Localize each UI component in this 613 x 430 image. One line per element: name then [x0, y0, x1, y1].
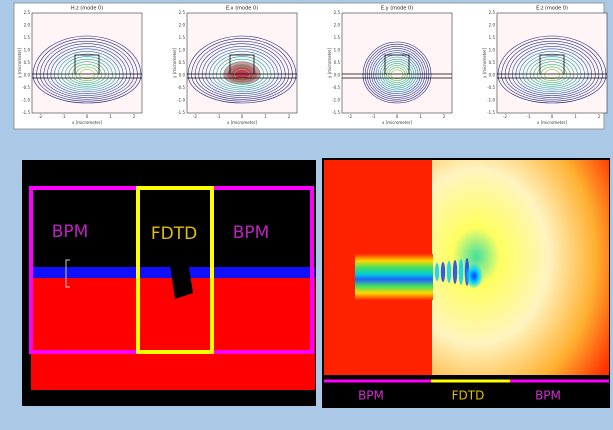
- plot-area: [342, 13, 452, 113]
- x-tick-label: 2: [598, 114, 601, 119]
- y-tick-label: 2.5: [489, 10, 496, 15]
- y-axis-label: y [micrometer]: [327, 48, 332, 78]
- y-tick-label: 0.0: [334, 73, 341, 78]
- y-tick-label: 1.5: [334, 35, 341, 40]
- y-tick-label: 0.0: [489, 73, 496, 78]
- y-tick-label: -0.5: [177, 85, 185, 90]
- x-axis-label: x [micrometer]: [227, 120, 257, 125]
- plot-title: E.x (mode 0): [226, 6, 258, 12]
- y-tick-label: -0.5: [487, 85, 495, 90]
- y-tick-label: 2.0: [334, 23, 341, 28]
- fringe: [459, 259, 463, 285]
- y-axis-label: y [micrometer]: [482, 48, 487, 78]
- bpm-label: BPM: [52, 222, 89, 242]
- y-tick-label: 1.0: [179, 48, 186, 53]
- bpm-label: BPM: [358, 389, 384, 403]
- fdtd-label: FDTD: [151, 224, 197, 244]
- x-tick-label: -2: [38, 114, 42, 119]
- field-image: BPM FDTD BPM: [322, 158, 610, 408]
- guided-mode: [355, 254, 433, 300]
- y-tick-label: 0.0: [179, 73, 186, 78]
- y-tick-label: 1.0: [489, 48, 496, 53]
- fringe: [441, 262, 445, 282]
- x-tick-label: 2: [443, 114, 446, 119]
- y-tick-label: 0.5: [334, 60, 341, 65]
- y-tick-label: -1.5: [177, 110, 185, 115]
- y-tick-label: 0.5: [489, 60, 496, 65]
- y-tick-label: 2.5: [334, 10, 341, 15]
- y-tick-label: -1.5: [22, 110, 30, 115]
- y-tick-label: 1.0: [334, 48, 341, 53]
- plot-area: [32, 13, 142, 113]
- x-tick-label: 1: [419, 114, 422, 119]
- y-tick-label: -0.5: [22, 85, 30, 90]
- y-tick-label: 2.0: [24, 23, 31, 28]
- y-tick-label: -0.5: [332, 85, 340, 90]
- x-tick-label: -1: [372, 114, 376, 119]
- y-tick-label: 2.5: [179, 10, 186, 15]
- fdtd-label: FDTD: [452, 389, 485, 403]
- x-tick-label: 1: [109, 114, 112, 119]
- x-tick-label: 0: [86, 114, 89, 119]
- hot-spot: [465, 263, 483, 289]
- y-tick-label: -1.5: [332, 110, 340, 115]
- bpm-fdtd-diagram: BPM FDTD BPM: [22, 160, 316, 406]
- x-tick-label: -1: [62, 114, 66, 119]
- x-tick-label: -1: [527, 114, 531, 119]
- plot-area: [497, 13, 607, 113]
- fringe: [453, 260, 457, 284]
- y-tick-label: 1.5: [24, 35, 31, 40]
- y-tick-label: 2.0: [489, 23, 496, 28]
- plot-title: E.z (mode 0): [536, 6, 568, 12]
- x-tick-label: -1: [217, 114, 221, 119]
- y-axis-label: y [micrometer]: [17, 48, 22, 78]
- substrate: [31, 278, 315, 390]
- y-tick-label: -1.0: [332, 98, 340, 103]
- y-tick-label: 0.0: [24, 73, 31, 78]
- x-tick-label: 0: [551, 114, 554, 119]
- x-axis-label: x [micrometer]: [382, 120, 412, 125]
- plot-title: H.z (mode 0): [71, 6, 103, 12]
- x-tick-label: -2: [503, 114, 507, 119]
- x-tick-label: 0: [241, 114, 244, 119]
- y-tick-label: 1.5: [179, 35, 186, 40]
- y-tick-label: -1.0: [22, 98, 30, 103]
- y-tick-label: -1.5: [487, 110, 495, 115]
- bpm-label: BPM: [535, 389, 561, 403]
- y-tick-label: 1.0: [24, 48, 31, 53]
- y-tick-label: 0.5: [179, 60, 186, 65]
- y-tick-label: 2.0: [179, 23, 186, 28]
- x-tick-label: 1: [574, 114, 577, 119]
- fringe: [435, 263, 439, 281]
- page: H.z (mode 0) -2 -1 0 1 2 2.5 2.0 1.5 1.0 0.5 0.0 -0.…: [0, 0, 613, 426]
- fringe: [447, 261, 451, 283]
- x-tick-label: 2: [288, 114, 291, 119]
- y-tick-label: -1.0: [177, 98, 185, 103]
- x-tick-label: 2: [133, 114, 136, 119]
- x-axis-label: x [micrometer]: [72, 120, 102, 125]
- y-axis-label: y [micrometer]: [172, 48, 177, 78]
- x-tick-label: 1: [264, 114, 267, 119]
- x-tick-label: -2: [193, 114, 197, 119]
- y-tick-label: 1.5: [489, 35, 496, 40]
- plot-title: E.y (mode 0): [381, 6, 413, 12]
- y-tick-label: -1.0: [487, 98, 495, 103]
- scattered-field: [432, 160, 609, 375]
- x-tick-label: 0: [396, 114, 399, 119]
- x-axis-label: x [micrometer]: [537, 120, 567, 125]
- x-tick-label: -2: [348, 114, 352, 119]
- bpm-label: BPM: [233, 223, 270, 243]
- y-tick-label: 2.5: [24, 10, 31, 15]
- y-tick-label: 0.5: [24, 60, 31, 65]
